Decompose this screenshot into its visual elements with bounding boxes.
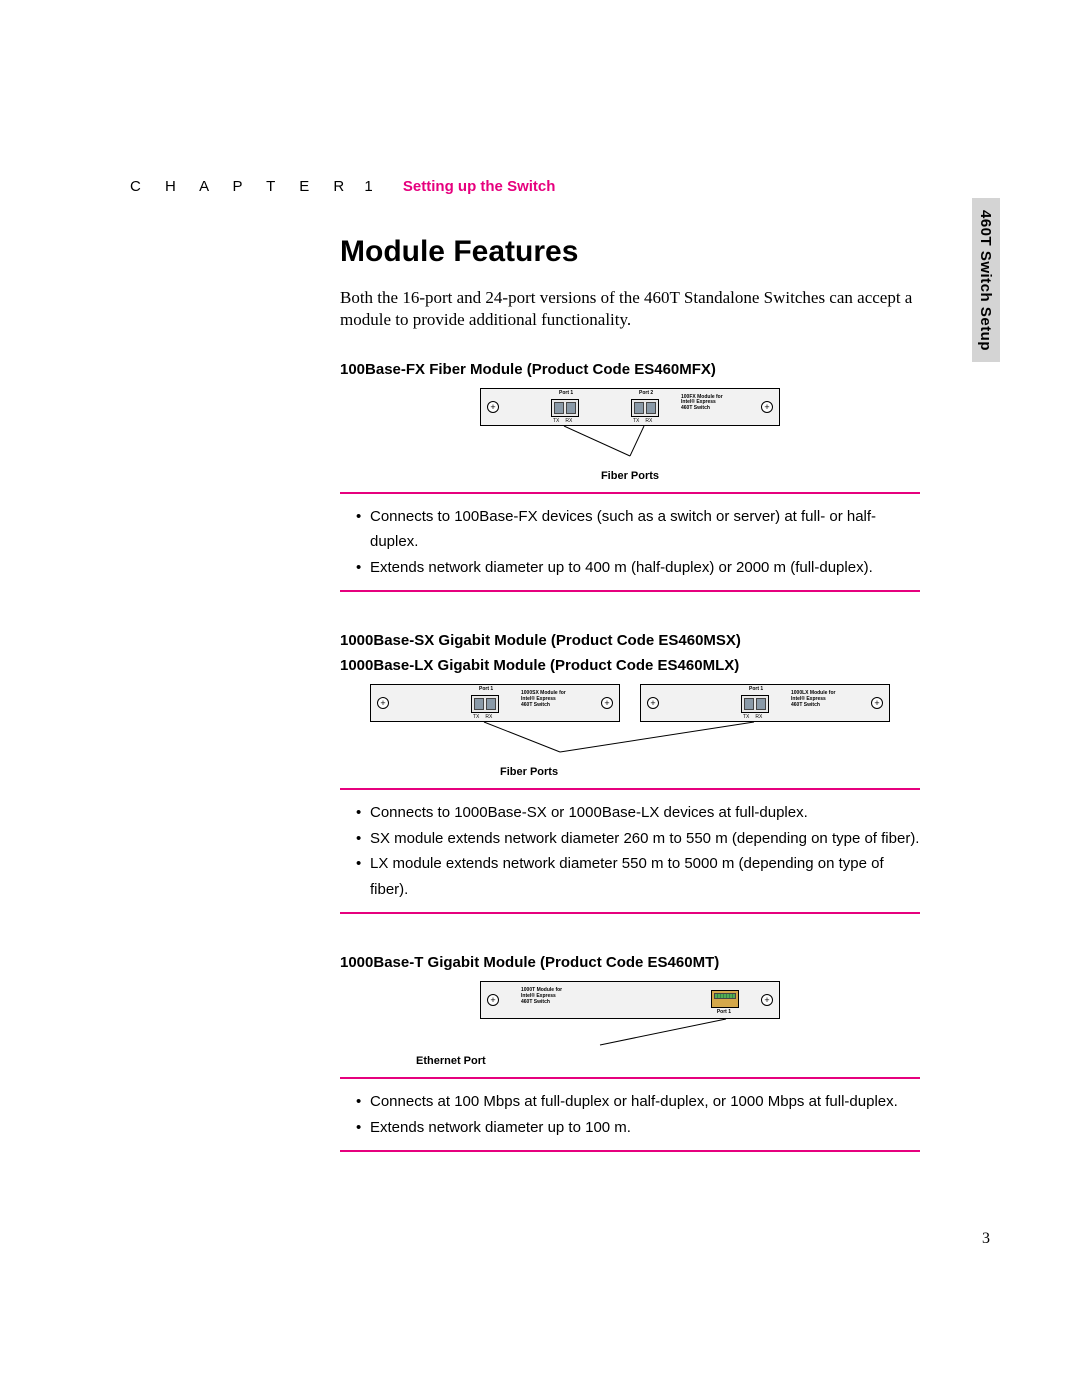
screw-icon: + <box>761 994 773 1006</box>
module-label: 1000SX Module for Intel® Express 460T Sw… <box>521 691 566 708</box>
rj45-pins-icon <box>714 993 736 999</box>
section-heading: 1000Base-T Gigabit Module (Product Code … <box>340 954 920 971</box>
list-item: Connects to 100Base-FX devices (such as … <box>356 504 920 555</box>
module-diagram-t: + + 1000T Module for Intel® Express 460T… <box>480 981 780 1019</box>
divider <box>340 912 920 914</box>
fiber-port <box>741 695 769 713</box>
screw-icon: + <box>871 697 883 709</box>
figure-caption: Fiber Ports <box>601 470 659 482</box>
section-heading: 1000Base-LX Gigabit Module (Product Code… <box>340 657 920 674</box>
fiber-connector-icon <box>566 402 576 414</box>
list-item: Connects to 1000Base-SX or 1000Base-LX d… <box>356 800 920 826</box>
fiber-connector-icon <box>486 698 496 710</box>
port-label: Port 2 <box>639 391 653 397</box>
module-diagram-lx: + + Port 1 TXRX 1000LX Module for Intel®… <box>640 684 890 722</box>
fiber-connector-icon <box>554 402 564 414</box>
page-content: C H A P T E R 1 Setting up the Switch Mo… <box>130 178 950 1162</box>
screw-icon: + <box>377 697 389 709</box>
module-label: 100FX Module for Intel® Express 460T Swi… <box>681 395 723 412</box>
list-item: Extends network diameter up to 400 m (ha… <box>356 555 920 581</box>
section-heading: 1000Base-SX Gigabit Module (Product Code… <box>340 632 920 649</box>
list-item: LX module extends network diameter 550 m… <box>356 851 920 902</box>
callout-lines-icon <box>370 722 890 762</box>
screw-icon: + <box>601 697 613 709</box>
bullet-list: Connects to 1000Base-SX or 1000Base-LX d… <box>340 800 920 902</box>
fiber-connector-icon <box>756 698 766 710</box>
txrx-label: TXRX <box>553 419 572 425</box>
chapter-letters: C H A P T E R <box>130 178 354 195</box>
fiber-connector-icon <box>646 402 656 414</box>
fiber-port <box>631 399 659 417</box>
bullet-list: Connects to 100Base-FX devices (such as … <box>340 504 920 581</box>
side-tab-text: 460T Switch Setup <box>978 209 995 350</box>
divider <box>340 1077 920 1079</box>
figure-100base-fx: + + Port 1 TXRX Port 2 TXRX 100FX Module… <box>340 388 920 482</box>
fiber-connector-icon <box>634 402 644 414</box>
fiber-port <box>471 695 499 713</box>
divider <box>340 1150 920 1152</box>
txrx-label: TXRX <box>633 419 652 425</box>
side-tab: 460T Switch Setup <box>972 198 1000 362</box>
callout-lines-icon <box>480 1019 780 1051</box>
screw-icon: + <box>487 994 499 1006</box>
module-diagram-sx: + + Port 1 TXRX 1000SX Module for Intel®… <box>370 684 620 722</box>
figure-1000base-t: + + 1000T Module for Intel® Express 460T… <box>340 981 920 1067</box>
fiber-port <box>551 399 579 417</box>
figure-caption: Fiber Ports <box>500 766 558 778</box>
screw-icon: + <box>761 401 773 413</box>
section-heading: 100Base-FX Fiber Module (Product Code ES… <box>340 361 920 378</box>
content-column: Module Features Both the 16-port and 24-… <box>340 235 920 1152</box>
list-item: SX module extends network diameter 260 m… <box>356 826 920 852</box>
figure-1000base-sx-lx: + + Port 1 TXRX 1000SX Module for Intel®… <box>340 684 920 778</box>
fiber-connector-icon <box>744 698 754 710</box>
port-label: Port 1 <box>479 687 493 693</box>
list-item: Extends network diameter up to 100 m. <box>356 1115 920 1141</box>
intro-paragraph: Both the 16-port and 24-port versions of… <box>340 287 920 331</box>
bullet-list: Connects at 100 Mbps at full-duplex or h… <box>340 1089 920 1140</box>
port-label: Port 1 <box>749 687 763 693</box>
callout-lines-icon <box>480 426 780 466</box>
module-label: 1000LX Module for Intel® Express 460T Sw… <box>791 691 835 708</box>
divider <box>340 788 920 790</box>
chapter-number: 1 <box>364 178 378 195</box>
divider <box>340 590 920 592</box>
txrx-label: TXRX <box>473 715 492 721</box>
module-label: 1000T Module for Intel® Express 460T Swi… <box>521 988 562 1005</box>
page-title: Module Features <box>340 235 920 269</box>
port-label: Port 1 <box>717 1010 731 1016</box>
figure-caption: Ethernet Port <box>416 1055 486 1067</box>
ethernet-port-icon <box>711 990 739 1008</box>
screw-icon: + <box>647 697 659 709</box>
port-label: Port 1 <box>559 391 573 397</box>
chapter-title: Setting up the Switch <box>403 178 556 195</box>
module-diagram-fx: + + Port 1 TXRX Port 2 TXRX 100FX Module… <box>480 388 780 426</box>
divider <box>340 492 920 494</box>
list-item: Connects at 100 Mbps at full-duplex or h… <box>356 1089 920 1115</box>
txrx-label: TXRX <box>743 715 762 721</box>
fiber-connector-icon <box>474 698 484 710</box>
chapter-header: C H A P T E R 1 Setting up the Switch <box>130 178 950 195</box>
page-number: 3 <box>982 1230 990 1248</box>
screw-icon: + <box>487 401 499 413</box>
